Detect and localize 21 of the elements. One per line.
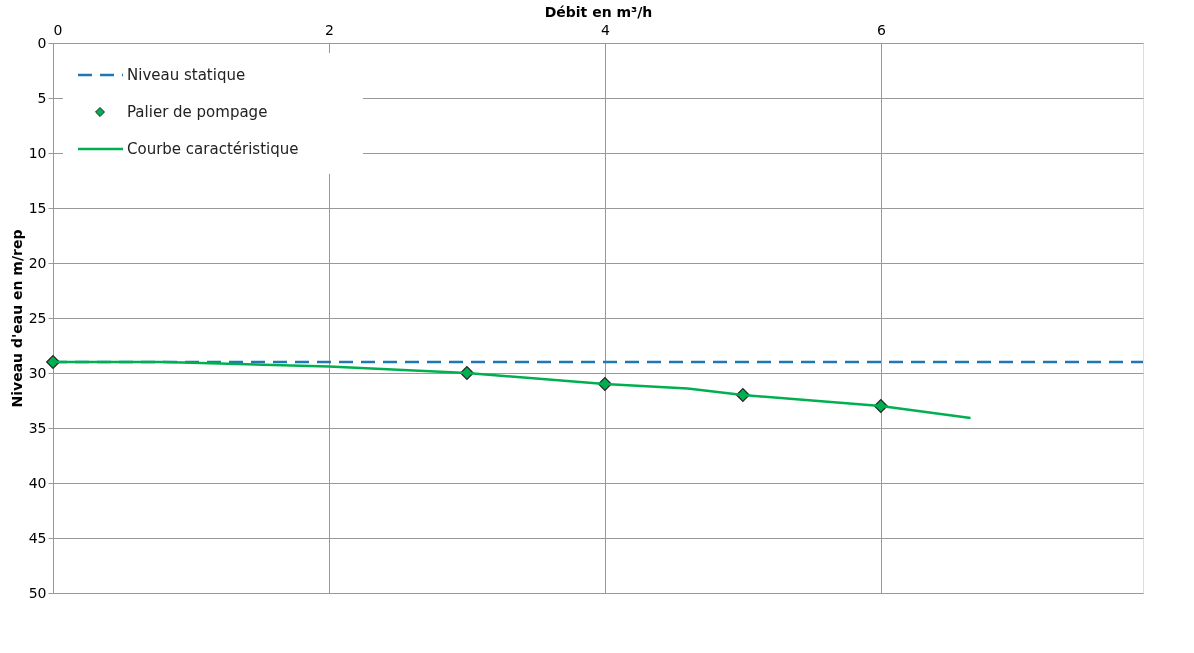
y-axis-title: Niveau d'eau en m/rep xyxy=(8,229,25,408)
y-tick-label: 50 xyxy=(28,584,47,601)
y-tick-label: 10 xyxy=(28,144,47,161)
legend-label: Niveau statique xyxy=(127,66,246,84)
legend-label: Palier de pompage xyxy=(127,103,268,121)
x-tick-label: 6 xyxy=(876,21,886,38)
y-tick-label: 15 xyxy=(28,199,47,216)
x-axis-title: Débit en m³/h xyxy=(544,3,653,20)
legend-label: Courbe caractéristique xyxy=(127,140,299,158)
point xyxy=(46,355,60,369)
x-tick-label: 4 xyxy=(600,21,610,38)
y-tick-label: 5 xyxy=(37,89,47,106)
x-tick-label: 0 xyxy=(53,21,63,38)
y-tick-label: 20 xyxy=(28,254,47,271)
y-tick-label: 40 xyxy=(28,474,47,491)
y-tick-label: 35 xyxy=(28,419,47,436)
x-tick-label: 2 xyxy=(324,21,334,38)
y-tick-label: 30 xyxy=(28,364,47,381)
y-tick-label: 25 xyxy=(28,309,47,326)
y-tick-label: 45 xyxy=(28,529,47,546)
y-tick-label: 0 xyxy=(37,34,47,51)
